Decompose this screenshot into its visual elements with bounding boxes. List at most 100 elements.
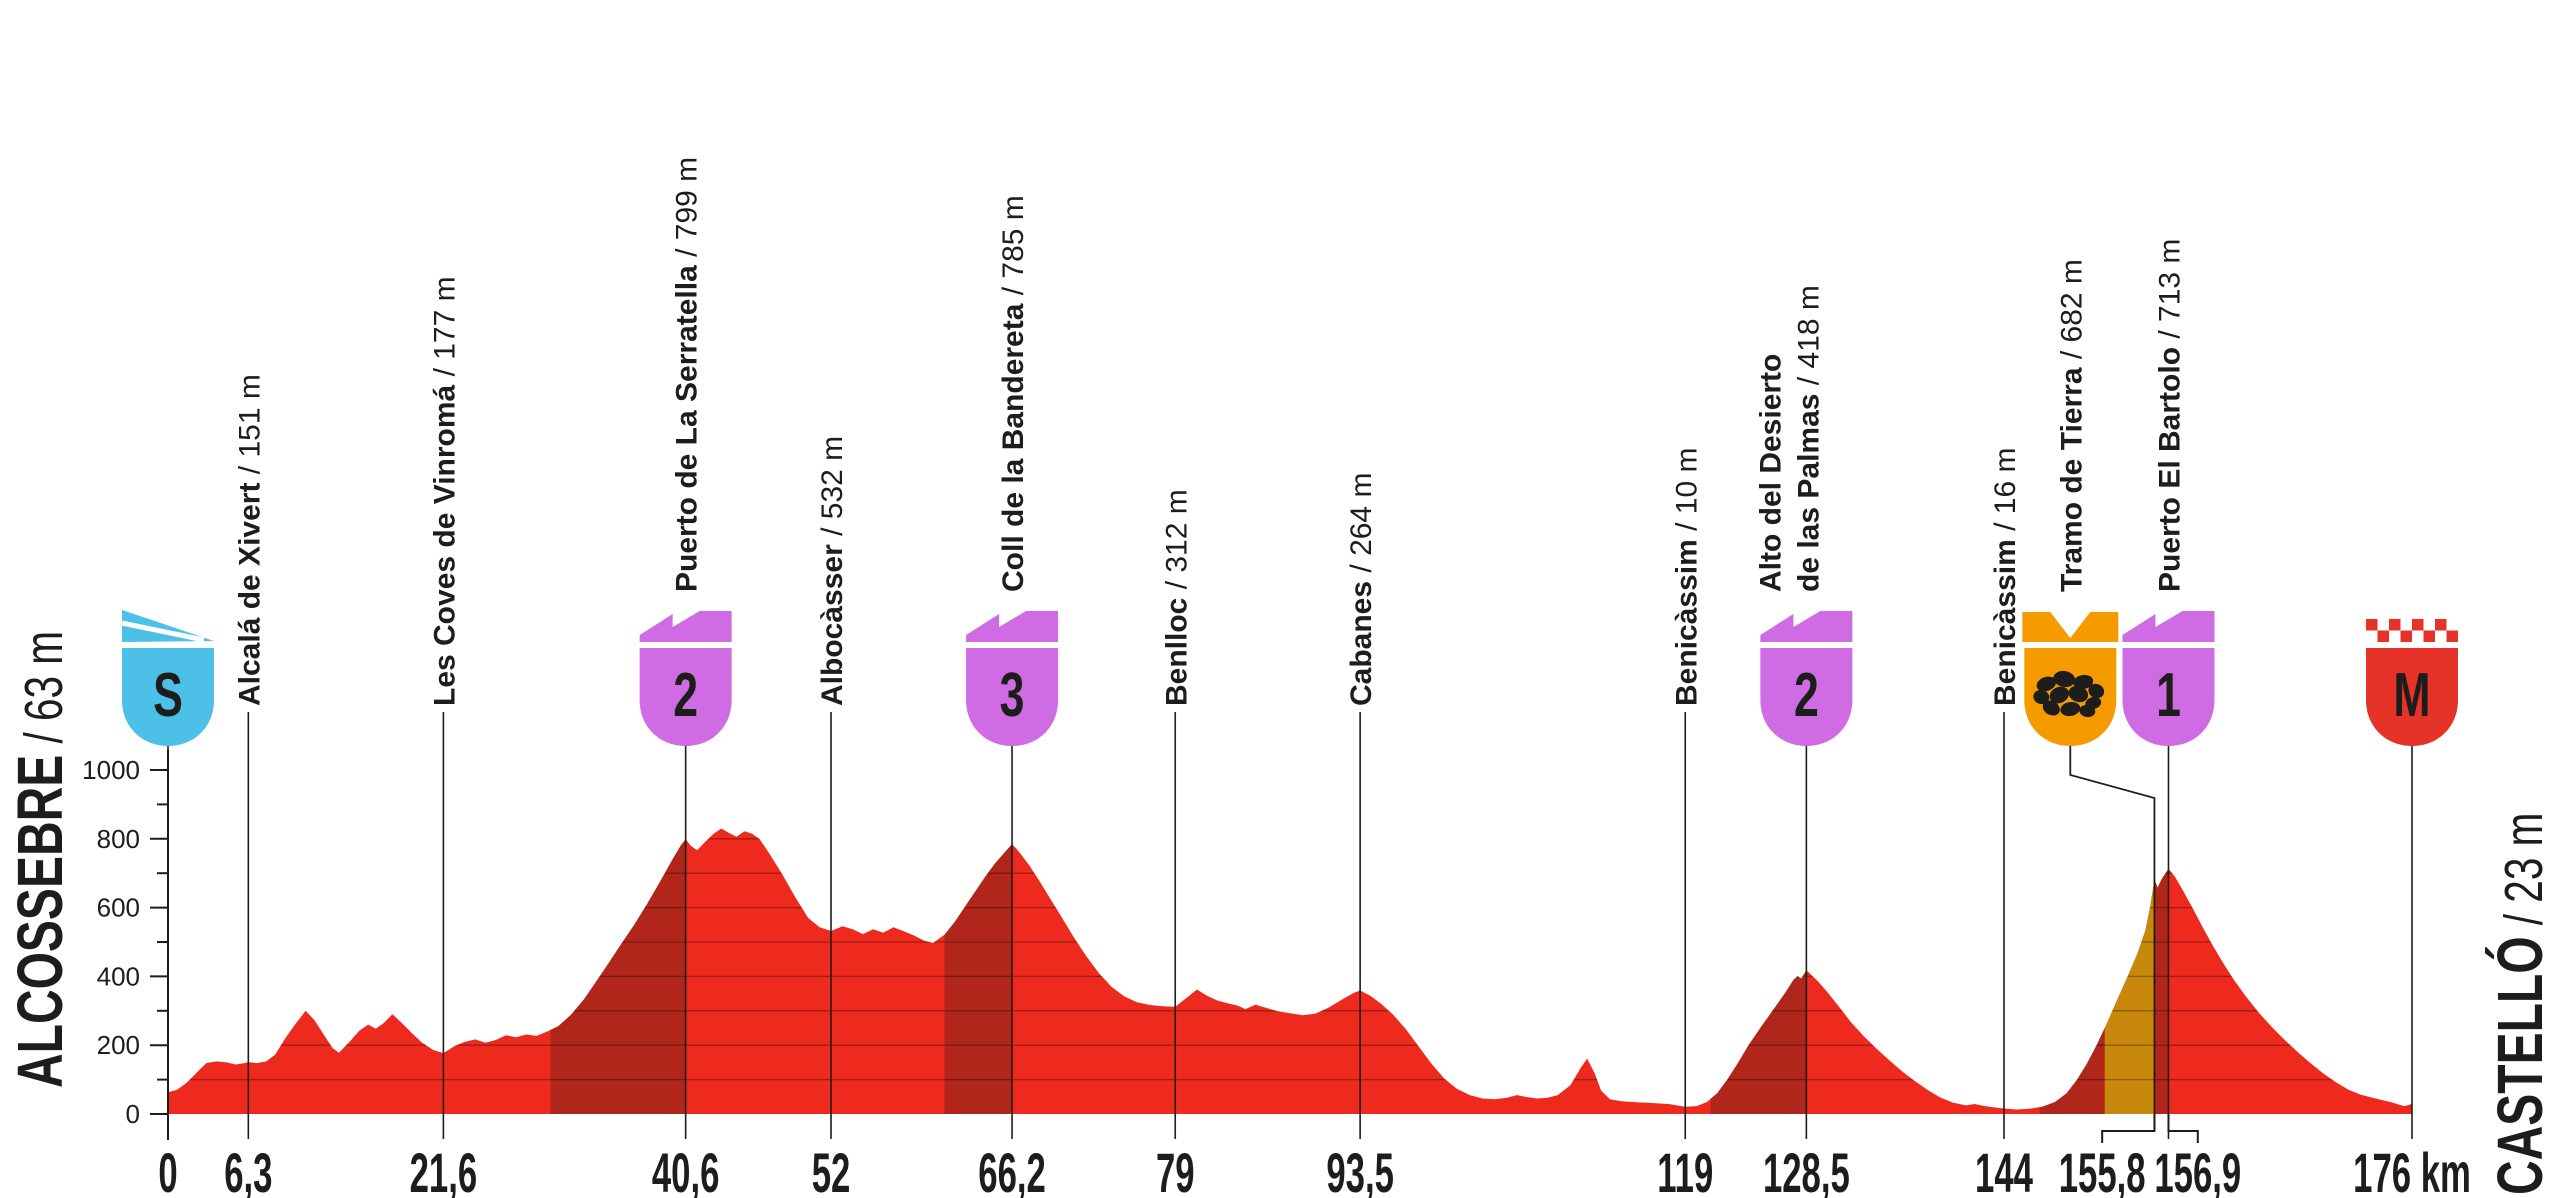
- x-tick-label: 6,3: [224, 1142, 272, 1198]
- x-axis: 0 6,3 21,6 40,6 52 66,2 79 93,5 119 128,5 144 155,8…: [158, 1114, 2471, 1198]
- x-tick-label: 156,9: [2154, 1142, 2241, 1198]
- x-tick-label-group: 155,8: [2059, 1142, 2146, 1198]
- x-tick-bracket: [2167, 1114, 2199, 1143]
- badge-label-group: 2: [673, 661, 698, 730]
- climb-section: [2039, 828, 2105, 1114]
- gravel-pebble: [2079, 704, 2096, 718]
- climb-section: [1710, 828, 1807, 1114]
- x-tick-label: 79: [1156, 1142, 1195, 1198]
- gravel-pebble: [2068, 685, 2089, 703]
- waypoint-altitude: / 532 m: [816, 436, 849, 544]
- start-pennant-stripe: [121, 620, 205, 643]
- finish-town-title-name: CASTELLÓ: [2484, 936, 2555, 1195]
- gravel-pebble: [2036, 676, 2056, 692]
- waypoint-label: Tramo de Tierra / 682 m: [2055, 259, 2088, 592]
- waypoint-altitude: / 418 m: [1792, 285, 1825, 393]
- climb-section: [550, 828, 686, 1114]
- x-tick-label-group: 93,5: [1326, 1142, 1394, 1198]
- climb-section: [2154, 828, 2169, 1114]
- waypoint-markers: [167, 712, 2413, 1139]
- y-tick-label: 800: [97, 824, 140, 854]
- waypoint-altitude: / 799 m: [671, 157, 704, 265]
- x-tick-label: 66,2: [978, 1142, 1046, 1198]
- finish-checker-square: [2400, 630, 2412, 642]
- badge-body: [122, 648, 214, 746]
- gravel-badge-icon: [2022, 612, 2119, 746]
- x-tick-label: 176 km: [2353, 1142, 2471, 1198]
- waypoint-name: Albocàsser: [816, 544, 849, 706]
- waypoint-altitude: / 16 m: [1989, 448, 2022, 540]
- x-tick-label-group: 66,2: [978, 1142, 1046, 1198]
- gravel-section: [2104, 828, 2155, 1114]
- y-axis: 0 200 400 600 800 1000: [82, 750, 169, 1140]
- y-tick-label: 0: [126, 1099, 140, 1129]
- category-3-badge-icon: 3: [966, 611, 1059, 746]
- x-tick-label-group: 6,3: [224, 1142, 272, 1198]
- finish-checker-square: [2446, 630, 2458, 642]
- waypoint-name: Alcalá de Xivert: [233, 483, 266, 706]
- waypoint-name: Alto del Desierto: [1754, 354, 1787, 592]
- waypoint-name: Benicàssim: [1670, 539, 1703, 706]
- x-tick-label-group: 52: [812, 1142, 851, 1198]
- waypoint-altitude: / 151 m: [233, 374, 266, 482]
- waypoint-name: Les Coves de Vinromá: [428, 384, 461, 706]
- waypoint-label: Alcalá de Xivert / 151 m: [233, 374, 266, 706]
- y-tick-label: 1000: [82, 755, 140, 785]
- finish-checker-square: [2435, 619, 2447, 631]
- start-town-title-altitude: / 63 m: [14, 631, 74, 755]
- mountain-crest-shape: [639, 611, 732, 642]
- start-town-title-text: ALCOSSEBRE / 63 m: [4, 631, 75, 1088]
- waypoint-label: Benicàssim / 16 m: [1989, 448, 2022, 706]
- x-tick-label: 119: [1657, 1142, 1713, 1198]
- badge-label-group: 1: [2156, 661, 2181, 730]
- badge-label-group: S: [153, 661, 183, 730]
- waypoint-name: Benlloc: [1160, 598, 1193, 706]
- x-tick-label-group: 176 km: [2353, 1142, 2471, 1198]
- finish-badge-icon: M: [2366, 619, 2458, 746]
- badge-label: 1: [2156, 661, 2181, 730]
- elevation-profile-fill: [168, 828, 2412, 1114]
- finish-town-title-altitude: / 23 m: [2494, 813, 2554, 937]
- gravel-pebble: [2033, 689, 2050, 705]
- waypoint-label: Alto del Desierto: [1754, 354, 1787, 592]
- x-tick-label: 0: [158, 1142, 177, 1198]
- x-tick-label: 144: [1975, 1142, 2033, 1198]
- gravel-pebble: [2088, 683, 2105, 699]
- badge-body: [639, 648, 732, 746]
- finish-checker-square: [2423, 630, 2435, 642]
- waypoint-label: Albocàsser / 532 m: [816, 436, 849, 706]
- waypoint-altitude: / 264 m: [1345, 473, 1378, 581]
- finish-checker-square: [2389, 619, 2401, 631]
- waypoint-label: Coll de la Bandereta / 785 m: [997, 195, 1030, 592]
- badge-label: 2: [673, 661, 698, 730]
- waypoint-label: Benlloc / 312 m: [1160, 489, 1193, 706]
- finish-checker-square: [2377, 630, 2389, 642]
- badge-label: M: [2393, 661, 2430, 730]
- start-badge-icon: S: [121, 610, 214, 746]
- waypoint-altitude: / 10 m: [1670, 448, 1703, 540]
- badge-body: [1760, 648, 1853, 746]
- waypoint-name: Puerto de La Serratella: [671, 265, 704, 592]
- x-tick-label: 21,6: [410, 1142, 478, 1198]
- waypoint-label: de las Palmas / 418 m: [1792, 285, 1825, 592]
- waypoint-altitude: / 312 m: [1160, 489, 1193, 597]
- gravel-pebble: [2049, 686, 2069, 704]
- x-tick-label-group: 0: [158, 1142, 177, 1198]
- x-tick-label-group: 144: [1975, 1142, 2033, 1198]
- waypoint-name: Coll de la Bandereta: [997, 303, 1030, 592]
- x-tick-label-group: 79: [1156, 1142, 1195, 1198]
- badge-label-group: 3: [1000, 661, 1025, 730]
- waypoint-altitude: / 177 m: [428, 276, 461, 384]
- waypoint-labels: Alcalá de Xivert / 151 m Les Coves de Vin…: [233, 157, 2186, 706]
- waypoint-label: Benicàssim / 10 m: [1670, 448, 1703, 706]
- waypoint-name: de las Palmas: [1792, 394, 1825, 592]
- finish-checker-square: [2412, 619, 2424, 631]
- finish-checker-square: [2366, 619, 2378, 631]
- waypoint-label: Puerto El Bartolo / 713 m: [2153, 239, 2186, 592]
- x-tick-label: 93,5: [1326, 1142, 1394, 1198]
- x-tick-bracket: [2101, 1114, 2156, 1143]
- mountain-crest-shape: [966, 611, 1059, 642]
- badge-label: 3: [1000, 661, 1025, 730]
